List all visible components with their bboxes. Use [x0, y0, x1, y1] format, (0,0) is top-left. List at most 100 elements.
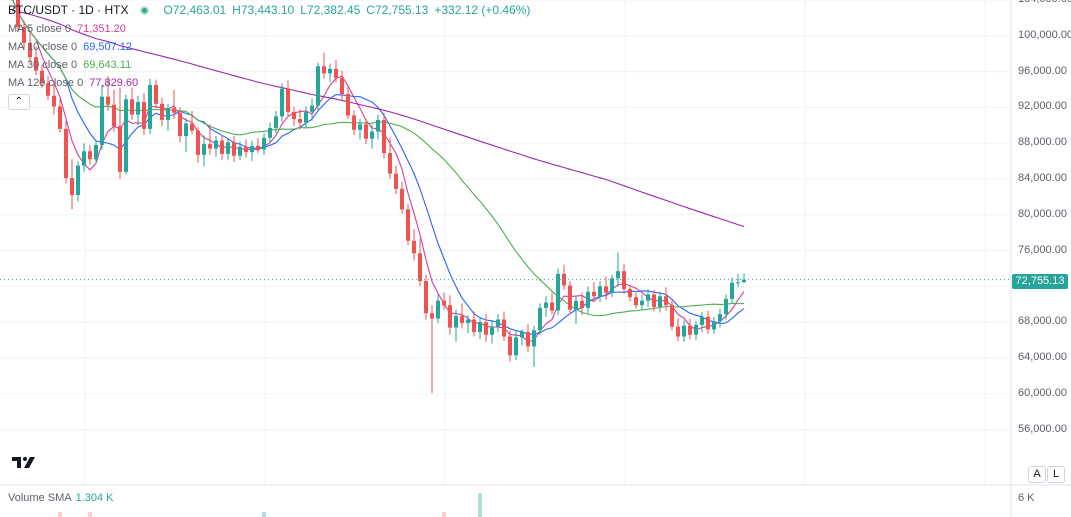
- candle-down: [448, 295, 452, 335]
- candle-body: [388, 153, 392, 174]
- candle-body: [148, 85, 152, 129]
- candle-down: [604, 276, 608, 300]
- candle-body: [166, 108, 170, 120]
- candle-body: [88, 151, 92, 160]
- indicator-ma120[interactable]: MA 120 close 0 77,829.60: [8, 77, 138, 89]
- candle-up: [640, 294, 644, 311]
- candle-body: [592, 291, 596, 297]
- candle-down: [706, 310, 710, 334]
- candle-body: [634, 297, 638, 306]
- candle-body: [490, 326, 494, 335]
- volume-axis-tick: 6 K: [1018, 492, 1035, 504]
- candle-body: [646, 294, 650, 301]
- candle-body: [346, 93, 350, 116]
- symbol-title[interactable]: BTC/USDT · 1D · HTX: [8, 3, 129, 17]
- collapse-indicators-button[interactable]: ⌃: [8, 94, 30, 110]
- price-axis-tick: 56,000.00: [1018, 422, 1067, 435]
- volume-bar: [442, 512, 446, 517]
- candle-up: [148, 78, 152, 135]
- candle-down: [118, 87, 122, 179]
- candle-body: [628, 289, 632, 298]
- candle-up: [724, 294, 728, 320]
- candle-up: [124, 94, 128, 175]
- indicator-ma30[interactable]: MA 30 close 0 69,643.11: [8, 59, 131, 71]
- candle-down: [388, 137, 392, 179]
- price-axis-tick: 104,000.00: [1018, 0, 1071, 5]
- indicator-ma5[interactable]: MA 5 close 0 71,351.20: [8, 23, 126, 35]
- candle-body: [394, 173, 398, 189]
- candle-down: [298, 109, 302, 130]
- candle-body: [64, 128, 68, 179]
- candle-body: [610, 278, 614, 293]
- candle-body: [40, 70, 44, 84]
- market-status-icon: [140, 5, 150, 15]
- price-axis-tick: 80,000.00: [1018, 207, 1067, 220]
- candle-body: [22, 26, 26, 43]
- candle-up: [496, 314, 500, 333]
- candle-body: [94, 144, 98, 160]
- candle-down: [196, 127, 200, 163]
- candle-down: [352, 110, 356, 136]
- candle-body: [712, 321, 716, 330]
- candle-down: [22, 20, 26, 50]
- candle-up: [694, 321, 698, 341]
- candle-down: [88, 144, 92, 165]
- volume-bar: [478, 493, 482, 517]
- volume-bars: [58, 493, 482, 517]
- candle-body: [220, 140, 224, 154]
- candle-body: [334, 68, 338, 78]
- indicator-value: 69,507.12: [83, 41, 133, 53]
- candle-up: [712, 316, 716, 334]
- candle-body: [718, 314, 722, 322]
- candle-up: [82, 143, 86, 172]
- log-scale-button[interactable]: L: [1047, 466, 1065, 483]
- candle-down: [670, 298, 674, 331]
- candle-up: [736, 273, 740, 288]
- candle-down: [592, 281, 596, 302]
- candle-up: [370, 124, 374, 149]
- candle-body: [214, 140, 218, 149]
- candle-down: [526, 323, 530, 352]
- candle-up: [280, 83, 284, 122]
- candle-body: [502, 319, 506, 337]
- candle-body: [484, 322, 488, 335]
- tradingview-logo[interactable]: [11, 454, 37, 470]
- candle-down: [286, 80, 290, 117]
- candle-body: [586, 291, 590, 308]
- candle-down: [502, 311, 506, 341]
- candle-down: [130, 87, 134, 120]
- candle-body: [670, 305, 674, 327]
- candle-body: [70, 178, 74, 196]
- indicator-ma10[interactable]: MA 10 close 0 69,507.12: [8, 41, 132, 53]
- volume-legend[interactable]: Volume SMA 1.304 K: [8, 492, 114, 504]
- candle-body: [688, 325, 692, 335]
- candle-body: [478, 322, 482, 333]
- candle-body: [118, 126, 122, 172]
- candle-body: [196, 130, 200, 155]
- candle-body: [376, 119, 380, 132]
- candle-down: [160, 97, 164, 127]
- candle-body: [640, 300, 644, 306]
- candle-body: [76, 165, 80, 196]
- candle-up: [328, 63, 332, 83]
- volume-bar: [88, 512, 92, 517]
- candle-body: [58, 106, 62, 129]
- candle-body: [616, 271, 620, 279]
- candle-body: [520, 332, 524, 338]
- candle-body: [100, 96, 104, 145]
- candle-body: [34, 57, 38, 71]
- price-axis-tick: 68,000.00: [1018, 315, 1067, 328]
- candle-down: [430, 305, 434, 393]
- candle-up: [490, 321, 494, 344]
- indicator-label: MA 5 close 0: [8, 23, 71, 35]
- auto-scale-button[interactable]: A: [1028, 466, 1046, 483]
- candle-body: [574, 300, 578, 310]
- ohlc-change: +332.12 (+0.46%): [434, 3, 531, 17]
- candle-up: [436, 294, 440, 324]
- price-axis-tick: 64,000.00: [1018, 351, 1067, 363]
- candle-down: [382, 112, 386, 159]
- candle-body: [580, 300, 584, 308]
- candle-body: [16, 0, 20, 27]
- candle-down: [322, 52, 326, 79]
